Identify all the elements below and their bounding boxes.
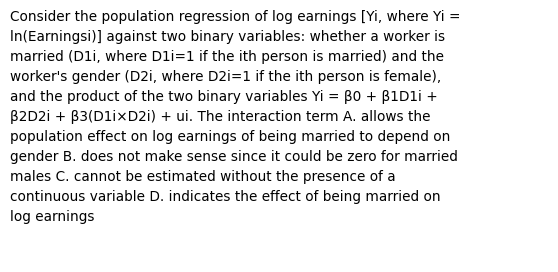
Text: Consider the population regression of log earnings [Yi, where Yi =
ln(Earningsi): Consider the population regression of lo… (10, 10, 460, 224)
